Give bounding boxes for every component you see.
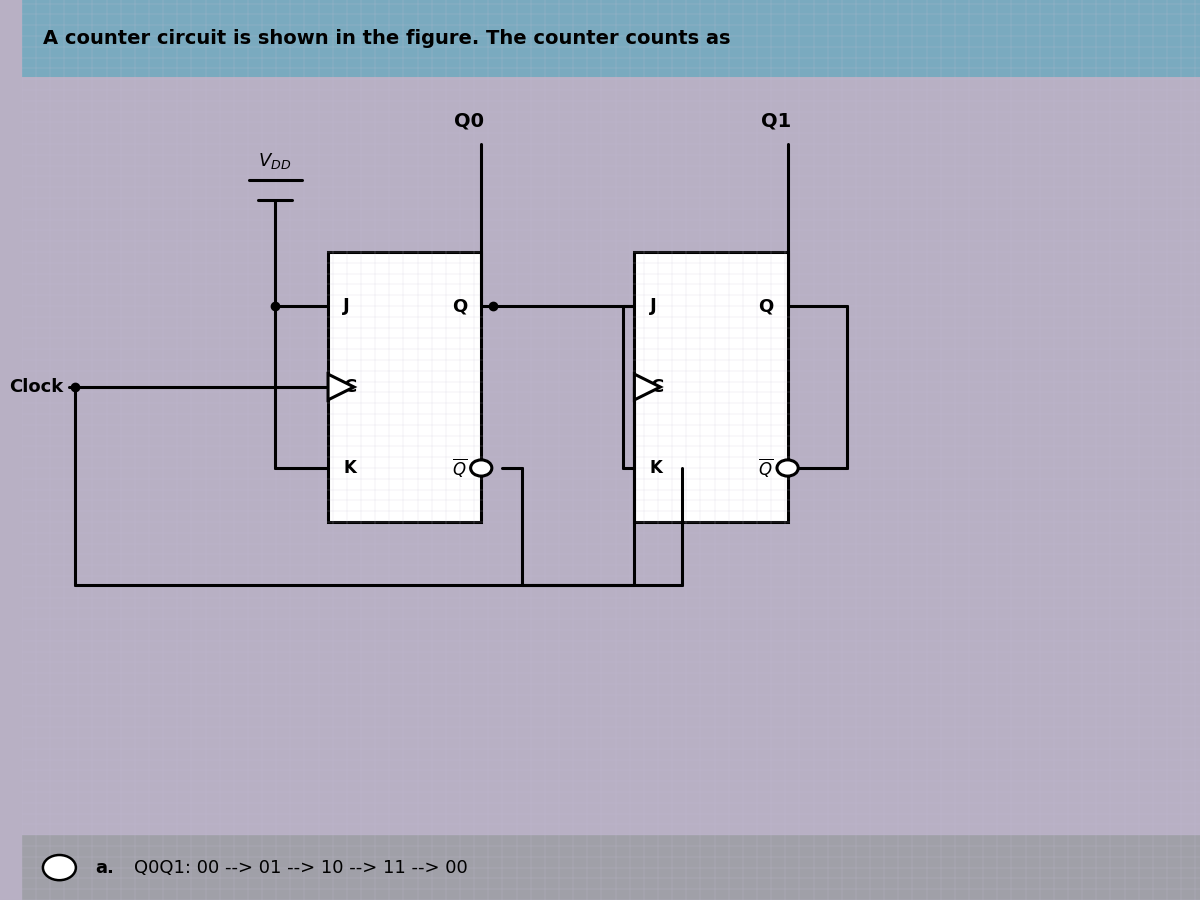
Circle shape <box>776 460 798 476</box>
Circle shape <box>470 460 492 476</box>
Circle shape <box>43 855 76 880</box>
Polygon shape <box>328 374 354 400</box>
Text: Q0Q1: 00 --> 01 --> 10 --> 11 --> 00: Q0Q1: 00 --> 01 --> 10 --> 11 --> 00 <box>133 859 467 877</box>
Text: J: J <box>343 297 350 315</box>
Text: K: K <box>649 459 662 477</box>
Text: J: J <box>649 297 656 315</box>
Text: Q: Q <box>758 297 774 315</box>
Text: Q0: Q0 <box>455 112 485 130</box>
Polygon shape <box>635 374 660 400</box>
Bar <box>328 252 481 522</box>
Bar <box>22 835 1200 900</box>
Text: a.: a. <box>95 859 114 877</box>
Text: Q: Q <box>452 297 467 315</box>
Text: $\overline{Q}$: $\overline{Q}$ <box>452 456 467 480</box>
Text: Q1: Q1 <box>761 112 791 130</box>
Text: C: C <box>343 378 356 396</box>
Text: $\overline{Q}$: $\overline{Q}$ <box>758 456 774 480</box>
Text: K: K <box>343 459 356 477</box>
Text: $V_{DD}$: $V_{DD}$ <box>258 151 292 171</box>
Text: Clock: Clock <box>8 378 62 396</box>
Text: C: C <box>649 378 662 396</box>
Text: A counter circuit is shown in the figure. The counter counts as: A counter circuit is shown in the figure… <box>43 29 731 49</box>
Bar <box>635 252 787 522</box>
Bar <box>22 0 1200 76</box>
